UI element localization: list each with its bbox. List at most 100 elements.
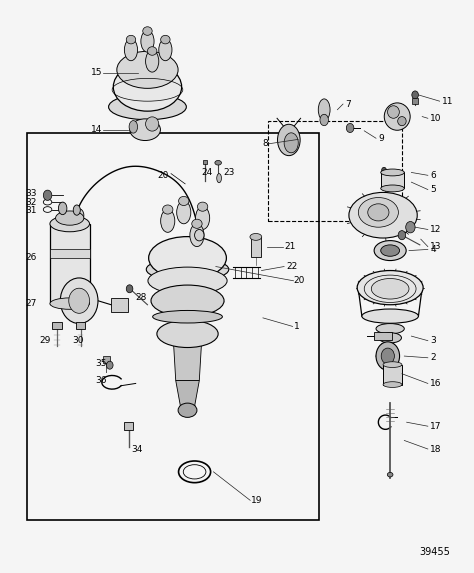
- Text: 6: 6: [430, 171, 436, 180]
- Ellipse shape: [113, 62, 182, 111]
- Text: 20: 20: [157, 171, 169, 180]
- Text: 3: 3: [430, 336, 436, 345]
- Bar: [383, 364, 402, 384]
- Bar: [251, 237, 261, 257]
- Ellipse shape: [383, 362, 402, 367]
- Text: 24: 24: [201, 168, 213, 177]
- Bar: [202, 160, 207, 164]
- Ellipse shape: [320, 114, 328, 125]
- Text: 30: 30: [73, 336, 84, 345]
- Text: 16: 16: [430, 379, 442, 388]
- Ellipse shape: [362, 309, 419, 323]
- Text: 32: 32: [25, 198, 36, 207]
- Polygon shape: [176, 380, 199, 406]
- Ellipse shape: [159, 39, 172, 61]
- Text: 14: 14: [91, 125, 103, 134]
- Ellipse shape: [318, 99, 330, 120]
- Text: 23: 23: [223, 168, 234, 177]
- Text: 12: 12: [430, 225, 442, 234]
- Text: 35: 35: [96, 359, 107, 368]
- Bar: [124, 422, 133, 430]
- Bar: [27, 132, 319, 520]
- Ellipse shape: [149, 237, 227, 280]
- Ellipse shape: [388, 106, 399, 118]
- Text: 22: 22: [286, 262, 298, 271]
- Circle shape: [381, 348, 394, 364]
- Ellipse shape: [177, 201, 191, 224]
- Bar: [412, 99, 419, 104]
- Ellipse shape: [381, 245, 400, 256]
- Ellipse shape: [358, 198, 398, 227]
- Text: 1: 1: [293, 322, 299, 331]
- Ellipse shape: [58, 202, 67, 215]
- Ellipse shape: [161, 36, 170, 44]
- Ellipse shape: [384, 103, 410, 130]
- Text: 9: 9: [378, 134, 384, 143]
- Circle shape: [69, 288, 90, 313]
- Ellipse shape: [381, 169, 404, 176]
- Ellipse shape: [349, 193, 417, 238]
- Ellipse shape: [190, 224, 204, 246]
- Ellipse shape: [178, 403, 197, 417]
- Ellipse shape: [117, 51, 178, 88]
- Ellipse shape: [374, 241, 406, 261]
- Circle shape: [398, 230, 406, 240]
- Ellipse shape: [129, 120, 137, 133]
- Ellipse shape: [368, 204, 389, 221]
- Ellipse shape: [284, 133, 298, 153]
- Text: 8: 8: [262, 139, 268, 148]
- Ellipse shape: [217, 174, 221, 183]
- Ellipse shape: [55, 211, 84, 225]
- Ellipse shape: [146, 117, 159, 131]
- Circle shape: [126, 285, 133, 293]
- Bar: [268, 121, 402, 221]
- Text: 4: 4: [430, 245, 436, 254]
- Ellipse shape: [163, 205, 173, 214]
- Text: 5: 5: [430, 185, 436, 194]
- Text: 26: 26: [25, 253, 36, 262]
- Ellipse shape: [143, 27, 152, 36]
- Text: 28: 28: [136, 293, 147, 303]
- Circle shape: [107, 361, 113, 369]
- Ellipse shape: [371, 278, 409, 299]
- Ellipse shape: [215, 160, 221, 165]
- Ellipse shape: [109, 94, 186, 120]
- Ellipse shape: [124, 39, 137, 61]
- Ellipse shape: [146, 50, 159, 72]
- Ellipse shape: [50, 298, 90, 309]
- Bar: [52, 323, 62, 329]
- Ellipse shape: [197, 202, 208, 211]
- Ellipse shape: [50, 216, 90, 231]
- Circle shape: [43, 190, 52, 201]
- Polygon shape: [173, 341, 201, 380]
- Bar: [50, 249, 90, 258]
- Text: 10: 10: [430, 114, 442, 123]
- Ellipse shape: [196, 207, 210, 229]
- Ellipse shape: [357, 270, 423, 305]
- Text: 29: 29: [39, 336, 51, 345]
- Text: 34: 34: [131, 445, 142, 453]
- Ellipse shape: [192, 219, 202, 228]
- Circle shape: [376, 342, 400, 370]
- Text: 19: 19: [251, 496, 263, 505]
- Text: 18: 18: [430, 445, 442, 453]
- Ellipse shape: [179, 197, 189, 206]
- Ellipse shape: [376, 324, 404, 334]
- Ellipse shape: [383, 382, 402, 387]
- Ellipse shape: [148, 267, 227, 295]
- Ellipse shape: [73, 205, 80, 215]
- Ellipse shape: [157, 320, 218, 347]
- Text: 31: 31: [25, 206, 36, 215]
- Ellipse shape: [130, 119, 160, 140]
- Text: 36: 36: [96, 376, 107, 385]
- Circle shape: [346, 123, 354, 132]
- Circle shape: [382, 167, 386, 173]
- Ellipse shape: [141, 30, 154, 52]
- Circle shape: [406, 222, 415, 233]
- Ellipse shape: [381, 185, 404, 192]
- Ellipse shape: [379, 333, 401, 343]
- Ellipse shape: [161, 210, 175, 232]
- Bar: [50, 224, 90, 304]
- Ellipse shape: [146, 257, 229, 281]
- Circle shape: [73, 209, 84, 222]
